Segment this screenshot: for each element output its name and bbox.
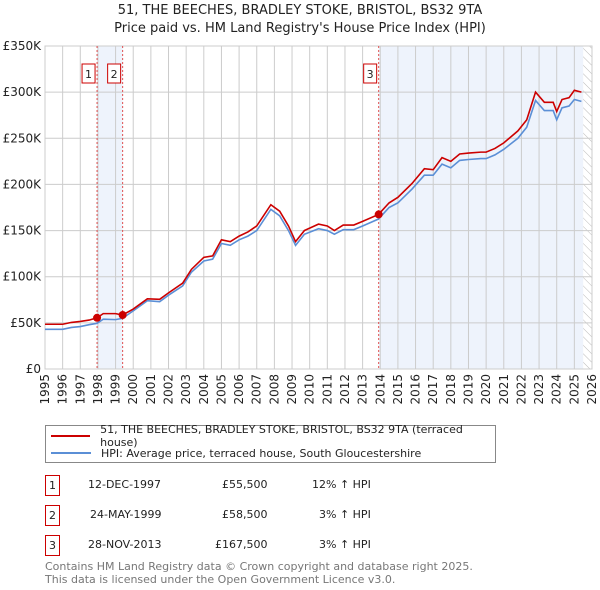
x-tick-label: 2012 (338, 374, 352, 405)
x-tick-label: 2024 (550, 374, 564, 405)
legend-swatch-hpi (51, 452, 91, 454)
x-tick-label: 2016 (409, 374, 423, 405)
x-tick-label: 2002 (162, 374, 176, 405)
x-tick-label: 2018 (444, 374, 458, 405)
sale-date: 24-MAY-1999 (90, 508, 162, 521)
x-tick-label: 1995 (38, 374, 52, 405)
sale-row: 3 28-NOV-2013 £167,500 3% ↑ HPI (45, 535, 375, 556)
legend: 51, THE BEECHES, BRADLEY STOKE, BRISTOL,… (45, 423, 496, 463)
x-tick-label: 2004 (197, 374, 211, 405)
sale-marker: 2 (45, 505, 60, 526)
x-tick-label: 2003 (179, 374, 193, 405)
sale-label: 2 (111, 68, 118, 81)
x-tick-label: 2019 (461, 374, 475, 405)
x-tick-label: 2014 (373, 374, 387, 405)
x-tick-label: 2022 (514, 374, 528, 405)
x-tick-label: 2021 (497, 374, 511, 405)
chart-subtitle: Price paid vs. HM Land Registry's House … (114, 21, 486, 36)
x-tick-label: 2020 (479, 374, 493, 405)
y-tick-label: £150K (3, 224, 43, 238)
x-tick-label: 2017 (426, 374, 440, 405)
y-tick-label: £300K (3, 85, 43, 99)
y-tick-label: £250K (3, 131, 43, 145)
sale-hpi: 12% ↑ HPI (312, 478, 371, 491)
sale-date: 28-NOV-2013 (88, 538, 162, 551)
y-tick-label: £200K (3, 177, 43, 191)
sale-price: £167,500 (215, 538, 268, 551)
footer-line2: This data is licensed under the Open Gov… (45, 573, 396, 586)
y-tick-label: £100K (3, 270, 43, 284)
footer-line1: Contains HM Land Registry data © Crown c… (45, 560, 473, 573)
x-tick-label: 2001 (144, 374, 158, 405)
sale-point (118, 311, 127, 320)
x-tick-label: 2011 (320, 374, 334, 405)
sale-marker: 3 (45, 535, 60, 556)
sale-hpi: 3% ↑ HPI (319, 538, 371, 551)
x-tick-label: 2007 (250, 374, 264, 405)
sale-row: 2 24-MAY-1999 £58,500 3% ↑ HPI (45, 505, 375, 526)
x-tick-label: 2005 (214, 374, 228, 405)
sale-label-box (81, 63, 96, 84)
x-tick-label: 2023 (532, 374, 546, 405)
x-tick-label: 2006 (232, 374, 246, 405)
x-tick-label: 2000 (126, 374, 140, 405)
legend-hpi: HPI: Average price, terraced house, Sout… (101, 446, 422, 460)
y-tick-label: £350K (3, 39, 43, 53)
sale-price: £58,500 (222, 508, 268, 521)
series-line (45, 89, 582, 326)
sale-label-box (107, 63, 122, 84)
sale-row: 1 12-DEC-1997 £55,500 12% ↑ HPI (45, 475, 375, 496)
x-tick-label: 1999 (109, 374, 123, 405)
legend-swatch-property (51, 435, 91, 437)
series-line (45, 98, 582, 331)
forecast-hatch (583, 46, 592, 369)
plot-frame (44, 45, 593, 370)
sale-marker: 1 (45, 475, 60, 496)
x-tick-label: 2015 (391, 374, 405, 405)
x-tick-label: 1997 (73, 374, 87, 405)
price-chart: 1995 1996 1997 1998 1999 2000 2001 2002 2003 2004… (3, 39, 599, 405)
sale-hpi: 3% ↑ HPI (319, 508, 371, 521)
x-tick-label: 1996 (56, 374, 70, 405)
footer: Contains HM Land Registry data © Crown c… (45, 560, 473, 586)
legend-property: 51, THE BEECHES, BRADLEY STOKE, BRISTOL,… (100, 423, 463, 449)
sale-price: £55,500 (222, 478, 268, 491)
sale-label: 3 (367, 68, 374, 81)
x-tick-label: 2009 (285, 374, 299, 405)
sale-label-box (363, 63, 378, 84)
x-tick-label: 1998 (91, 374, 105, 405)
y-tick-label: £0 (26, 362, 41, 376)
sale-date: 12-DEC-1997 (88, 478, 162, 491)
sale-point (374, 210, 383, 219)
shaded-range (378, 46, 584, 369)
y-tick-label: £50K (10, 316, 42, 330)
sale-point (93, 313, 102, 322)
x-tick-label: 2010 (303, 374, 317, 405)
x-tick-label: 2008 (267, 374, 281, 405)
x-tick-label: 2025 (567, 374, 581, 405)
x-tick-label: 2013 (356, 374, 370, 405)
chart-title: 51, THE BEECHES, BRADLEY STOKE, BRISTOL,… (117, 3, 483, 18)
x-tick-label: 2026 (585, 374, 599, 405)
sale-label: 1 (85, 68, 92, 81)
